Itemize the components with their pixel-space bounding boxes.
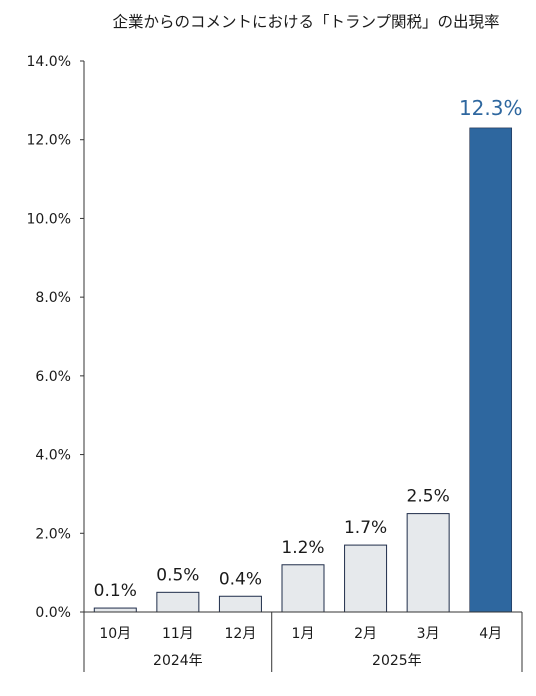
y-tick-label: 6.0% bbox=[35, 369, 71, 385]
data-label: 0.4% bbox=[219, 569, 262, 589]
bars: 0.1% 0.5% 0.4% 1.2% 1.7% 2.5% 12.3% bbox=[93, 96, 523, 613]
bar bbox=[156, 591, 200, 613]
data-label: 1.2% bbox=[281, 538, 324, 558]
year-group-label: 2025年 bbox=[372, 653, 422, 669]
y-tick-label: 10.0% bbox=[27, 211, 71, 227]
x-axis: 10月 11月 12月 1月 2月 3月 4月 2024年 2025年 bbox=[83, 611, 523, 672]
y-tick-label: 0.0% bbox=[35, 605, 71, 621]
data-label: 0.1% bbox=[94, 581, 137, 601]
bar bbox=[218, 595, 262, 613]
x-tick-label: 4月 bbox=[479, 626, 502, 642]
y-tick-label: 2.0% bbox=[35, 526, 71, 542]
x-tick-label: 3月 bbox=[417, 626, 440, 642]
y-tick-label: 12.0% bbox=[27, 133, 71, 149]
data-label: 0.5% bbox=[156, 565, 199, 585]
y-axis: 0.0% 2.0% 4.0% 6.0% 8.0% 10.0% 12.0% 14.0% bbox=[27, 54, 85, 621]
chart-title: 企業からのコメントにおける「トランプ関税」の出現率 bbox=[112, 13, 499, 31]
bar bbox=[469, 127, 513, 613]
bar bbox=[93, 607, 137, 613]
data-label: 2.5% bbox=[407, 487, 450, 507]
x-tick-label: 1月 bbox=[292, 626, 315, 642]
y-tick-label: 14.0% bbox=[27, 54, 71, 70]
bar bbox=[406, 513, 450, 613]
y-tick-label: 8.0% bbox=[35, 290, 71, 306]
year-group-label: 2024年 bbox=[153, 653, 203, 669]
data-label: 12.3% bbox=[459, 96, 523, 120]
data-label: 1.7% bbox=[344, 518, 387, 538]
y-tick-label: 4.0% bbox=[35, 448, 71, 464]
x-tick-label: 12月 bbox=[225, 626, 257, 642]
bar bbox=[281, 564, 325, 613]
x-tick-label: 11月 bbox=[162, 626, 194, 642]
x-tick-label: 10月 bbox=[99, 626, 131, 642]
x-tick-label: 2月 bbox=[354, 626, 377, 642]
bar bbox=[344, 544, 388, 613]
